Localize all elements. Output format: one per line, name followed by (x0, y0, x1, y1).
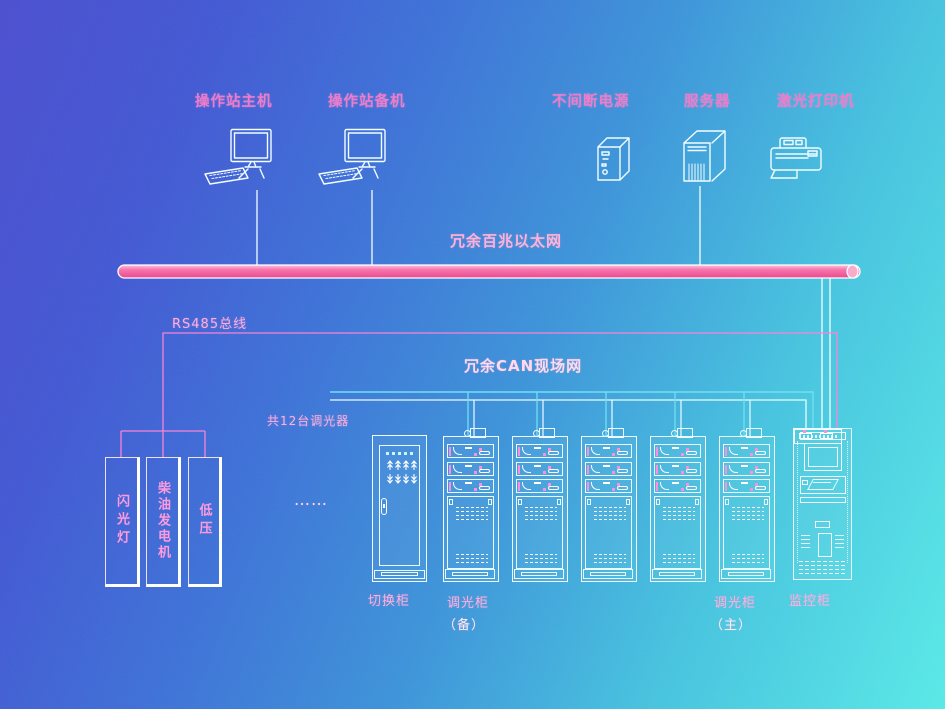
source-box-flash-light: 闪光灯 (105, 457, 140, 587)
dimmer-module (654, 444, 701, 458)
rack-rail (847, 441, 848, 563)
dimmer-cabinet (719, 428, 775, 582)
can-bus-line-b (330, 399, 807, 428)
keyboard-tray (800, 476, 846, 494)
ethernet-bus-end-cap (846, 264, 859, 279)
dimmer-cabinet (443, 428, 499, 582)
cabinet-vents (594, 554, 626, 565)
ups-icon (594, 134, 638, 186)
indicator-lamps (387, 460, 417, 484)
label-dimmer-cabinet-backup: 调光柜 (447, 596, 490, 611)
cabinet-door (516, 496, 563, 569)
cable-entry (470, 428, 486, 438)
dimmer-module (723, 462, 770, 476)
monitor-screen (804, 443, 842, 471)
label-switch-cabinet: 切换柜 (368, 594, 411, 609)
source-box-low-voltage: 低压 (188, 457, 222, 587)
cabinet-vents (732, 507, 764, 520)
dimmer-module (654, 462, 701, 476)
dimmer-module (447, 444, 494, 458)
label-rs485-bus: RS485总线 (172, 317, 248, 332)
can-drops-line-b (473, 400, 751, 437)
cabinet-door (379, 445, 420, 566)
rs485-bus-wire (120, 332, 838, 457)
label-can-bus: 冗余CAN现场网 (464, 357, 583, 375)
dimmer-module (516, 462, 563, 476)
door-handle (381, 498, 387, 515)
label-dimmer-cabinet-main: 调光柜 (714, 596, 757, 611)
cabinet-vents (594, 507, 626, 520)
dimmer-module (723, 444, 770, 458)
cabinet-vents (525, 554, 557, 565)
can-bus-line-a (330, 391, 814, 428)
label-workstation-backup: 操作站备机 (328, 94, 406, 110)
can-drops-line-a (467, 392, 745, 437)
dimmer-module (447, 462, 494, 476)
cabinet-door (585, 496, 632, 569)
ethernet-bus-bar (117, 264, 861, 279)
printer-icon (768, 136, 824, 182)
label-workstation-main: 操作站主机 (195, 94, 273, 110)
cable-entry (539, 428, 555, 438)
label-printer: 激光打印机 (777, 94, 855, 110)
dimmer-cabinet (512, 428, 568, 582)
cable-entry (746, 428, 762, 438)
dimmer-module (585, 444, 632, 458)
label-dimmer-cabinet-main-sub: （主） (710, 618, 753, 633)
dimmer-module (654, 479, 701, 493)
dimmer-cabinet (581, 428, 637, 582)
dimmer-module (585, 479, 632, 493)
cabinet-door (447, 496, 494, 569)
source-label: 低压 (196, 503, 212, 539)
server-icon (680, 126, 732, 188)
cabinet-vents (663, 554, 695, 565)
cable-entry (677, 428, 693, 438)
workstation-backup-icon (316, 128, 391, 192)
label-ellipsis: …… (294, 490, 328, 509)
dimmer-module (723, 479, 770, 493)
cabinet-vents (663, 507, 695, 520)
cabinet-vents (525, 507, 557, 520)
label-server: 服务器 (684, 94, 731, 110)
workstation-main-icon (202, 128, 277, 192)
label-dimmer-count: 共12台调光器 (267, 414, 350, 428)
source-box-diesel-generator: 柴油发电机 (146, 457, 181, 587)
cabinet-vents (456, 554, 488, 565)
source-label: 柴油发电机 (155, 481, 170, 561)
label-ups: 不间断电源 (552, 94, 630, 110)
label-ethernet-bus: 冗余百兆以太网 (450, 232, 563, 250)
dimmer-module (585, 462, 632, 476)
label-dimmer-cabinet-backup-sub: （备） (443, 618, 486, 633)
source-label: 闪光灯 (114, 494, 129, 548)
switch-cabinet (372, 435, 427, 582)
cabinet-vents (799, 561, 847, 574)
monitor-cabinet (793, 428, 852, 580)
dimmer-module (516, 444, 563, 458)
cabinet-door (654, 496, 701, 569)
dimmer-module (516, 479, 563, 493)
cable-entry (608, 428, 624, 438)
ethernet-to-monitor-cabinet-links (821, 278, 831, 428)
cabinet-vents (732, 554, 764, 565)
cabinet-vents (456, 507, 488, 520)
dimmer-cabinet (650, 428, 706, 582)
rack-rail (797, 441, 798, 563)
cabinet-door (723, 496, 770, 569)
dimmer-module (447, 479, 494, 493)
label-monitor-cabinet: 监控柜 (789, 594, 832, 609)
